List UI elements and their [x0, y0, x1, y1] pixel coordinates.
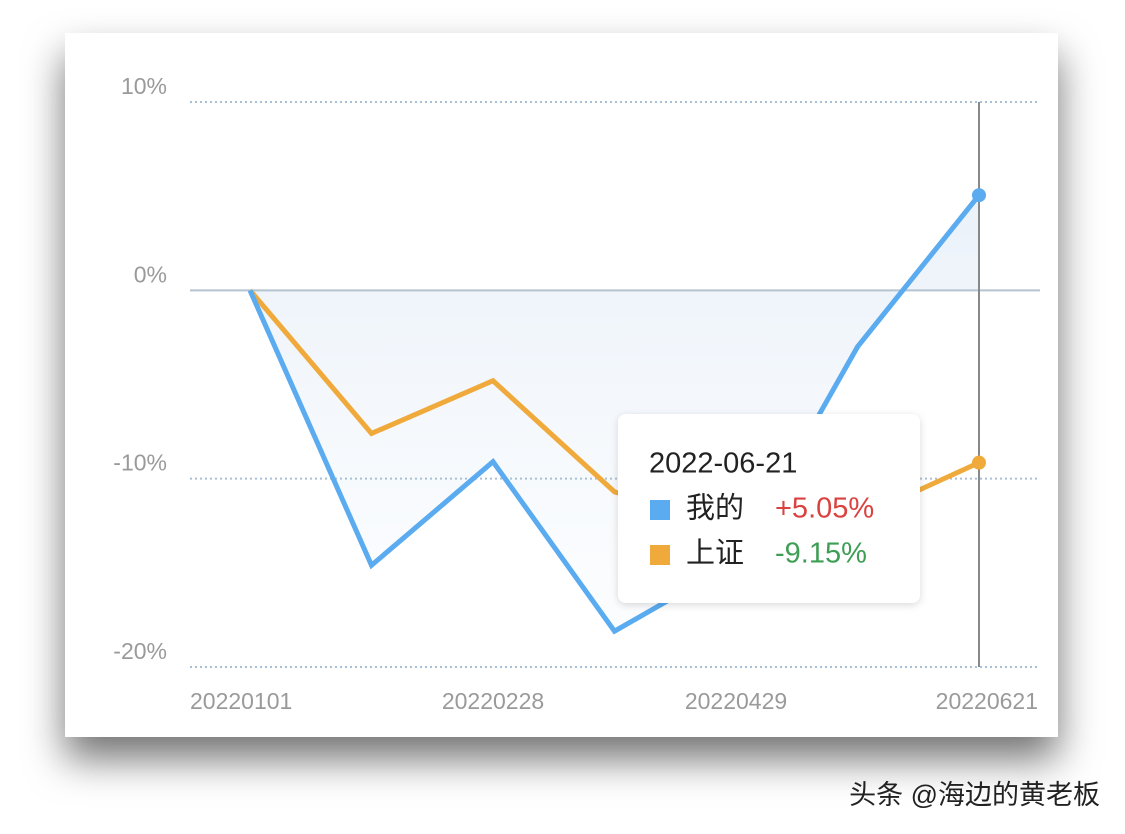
x-tick-label: 20220228 [442, 688, 544, 714]
legend-swatch [650, 545, 670, 565]
point [972, 455, 986, 470]
legend-label: 我的 [686, 492, 744, 525]
plot: -20% -10% 0% 10% 20220101 20220228 20220429 202… [113, 73, 1040, 714]
line [247, 193, 981, 635]
x-tick-label: 20220621 [936, 688, 1038, 714]
y-tick-label: -10% [113, 450, 167, 476]
legend-swatch [650, 500, 670, 520]
watermark: 头条 @海边的黄老板 [849, 780, 1100, 810]
y-tick-label: -20% [113, 638, 167, 664]
value-label: +5.05% [775, 493, 874, 525]
point [972, 188, 986, 203]
tooltip-title: 2022-06-21 [649, 448, 797, 480]
value-label: -9.15% [775, 538, 867, 570]
area [250, 195, 979, 632]
legend-label: 上证 [686, 538, 744, 570]
x-tick-label: 20220101 [190, 688, 292, 714]
tooltip-box [618, 414, 920, 603]
y-tick-label: 0% [134, 261, 167, 287]
tooltip: 2022-06-21 我的 +5.05% 上证 -9.15% [618, 414, 920, 603]
y-tick-label: 10% [121, 73, 167, 99]
x-tick-label: 20220429 [685, 688, 787, 714]
